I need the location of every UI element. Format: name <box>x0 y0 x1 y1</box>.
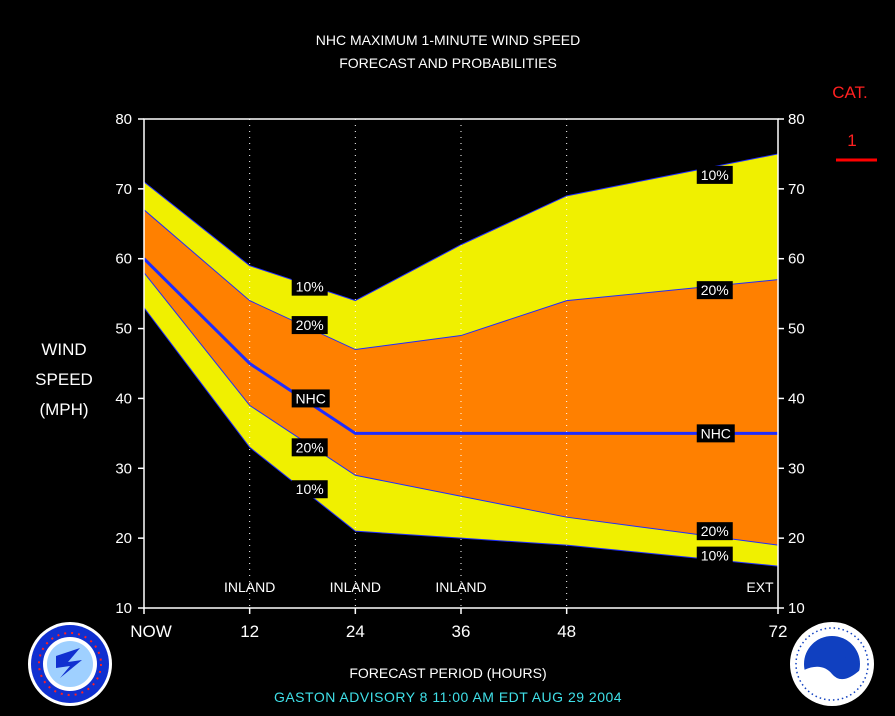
y-tick-label-left: 80 <box>115 111 132 128</box>
noaa-logo <box>790 622 874 706</box>
ylabel-line-1: WIND <box>41 340 86 359</box>
annotation-label: 20% <box>296 317 324 333</box>
y-tick-label-left: 20 <box>115 530 132 547</box>
y-tick-label-left: 50 <box>115 321 132 338</box>
y-tick-label-left: 40 <box>115 390 132 407</box>
nws-logo <box>28 622 112 706</box>
annotation-label: 10% <box>296 481 324 497</box>
series-line-upper20 <box>143 209 779 351</box>
region-label: INLAND <box>330 579 381 595</box>
annotation-box <box>696 424 735 443</box>
x-tick-label: 12 <box>240 622 259 641</box>
annotation-box <box>696 546 733 565</box>
y-tick-label-right: 80 <box>788 111 805 128</box>
y-axis-title: WIND SPEED (MPH) <box>35 340 93 419</box>
y-tick-label-right: 70 <box>788 181 805 198</box>
annotation-box <box>291 316 328 335</box>
x-tick-label: 72 <box>769 622 788 641</box>
y-tick-label-left: 10 <box>115 600 132 617</box>
annotation-label: 10% <box>296 279 324 295</box>
annotation-box <box>291 438 328 457</box>
ylabel-line-3: (MPH) <box>39 400 88 419</box>
x-axis-title: FORECAST PERIOD (HOURS) <box>349 665 546 681</box>
x-tick-label: 24 <box>346 622 365 641</box>
annotation-box <box>696 165 733 184</box>
region-label: EXT <box>746 579 774 595</box>
advisory-text: GASTON ADVISORY 8 11:00 AM EDT AUG 29 20… <box>274 689 622 705</box>
y-tick-label-right: 20 <box>788 530 805 547</box>
y-tick-label-left: 70 <box>115 181 132 198</box>
y-tick-label-right: 30 <box>788 460 805 477</box>
annotation-label: NHC <box>701 425 731 441</box>
x-tick-label: 48 <box>557 622 576 641</box>
region-label: INLAND <box>435 579 486 595</box>
title-line-1: NHC MAXIMUM 1-MINUTE WIND SPEED <box>316 32 580 48</box>
plot-area: 10 10 20 20 30 30 40 40 50 50 60 60 70 70 80 80 NOW 12 24 3… <box>115 111 804 641</box>
annotation-label: 10% <box>701 167 729 183</box>
y-tick-label-left: 30 <box>115 460 132 477</box>
y-tick-label-right: 50 <box>788 321 805 338</box>
annotation-label: 10% <box>701 548 729 564</box>
series-line-lower10 <box>143 307 779 567</box>
annotation-label: 20% <box>296 439 324 455</box>
y-tick-label-right: 40 <box>788 390 805 407</box>
series-line-upper10 <box>143 153 779 302</box>
series-line-lower20 <box>143 272 779 546</box>
annotation-box <box>696 281 733 300</box>
y-tick-label-left: 60 <box>115 251 132 268</box>
ylabel-line-2: SPEED <box>35 370 93 389</box>
region-label: INLAND <box>224 579 275 595</box>
annotation-box <box>291 480 328 499</box>
title-line-2: FORECAST AND PROBABILITIES <box>339 55 557 71</box>
x-tick-label: NOW <box>130 622 172 641</box>
annotation-label: 20% <box>701 523 729 539</box>
annotation-label: 20% <box>701 282 729 298</box>
annotation-box <box>696 522 733 541</box>
y-tick-label-right: 60 <box>788 251 805 268</box>
category-label: CAT. <box>832 83 868 102</box>
x-tick-label: 36 <box>452 622 471 641</box>
chart-title: NHC MAXIMUM 1-MINUTE WIND SPEED FORECAST… <box>316 32 580 71</box>
annotation-box <box>291 389 330 408</box>
annotation-label: NHC <box>296 390 326 406</box>
y-tick-label-right: 10 <box>788 600 805 617</box>
series-line-nhc <box>142 257 778 435</box>
category-value: 1 <box>847 131 856 150</box>
annotation-box <box>291 277 328 296</box>
